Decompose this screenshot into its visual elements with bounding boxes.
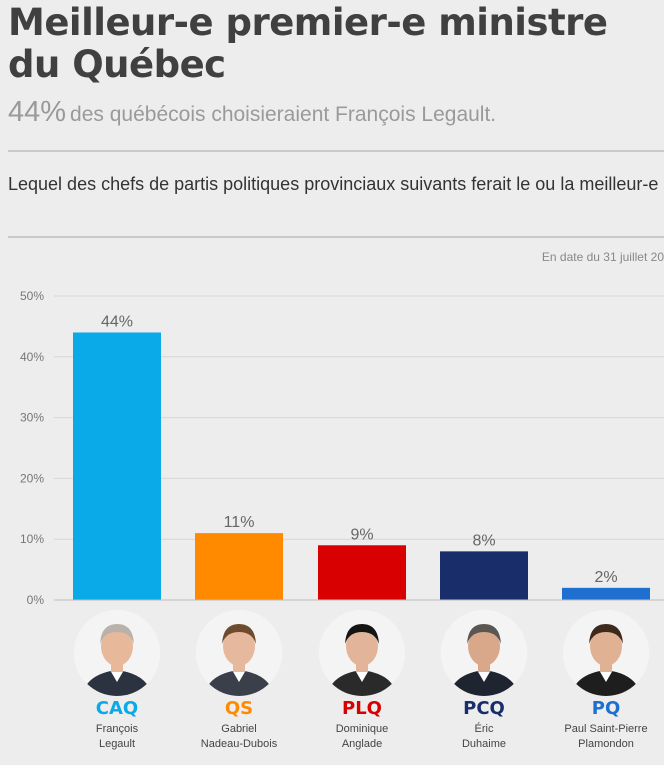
portrait-icon (563, 610, 649, 696)
y-tick-label: 30% (20, 411, 44, 425)
data-label: 2% (594, 569, 617, 586)
bar-pcq (440, 551, 528, 600)
portrait-icon (196, 610, 282, 696)
data-label: 8% (472, 532, 495, 549)
bar-plq (318, 545, 406, 600)
y-tick-label: 10% (20, 532, 44, 546)
data-label: 11% (224, 514, 255, 531)
subtitle: 44% des québécois choisieraient François … (8, 96, 496, 129)
leader-name: Éric Duhaime (461, 723, 507, 750)
bar-qs (195, 533, 283, 600)
data-label: 9% (350, 526, 373, 543)
party-label-qs: QS (224, 698, 254, 719)
party-label-pcq: PCQ (463, 698, 505, 719)
party-label-caq: CAQ (95, 698, 139, 719)
leader-name: Gabriel Nadeau-Dubois (200, 723, 278, 750)
leader-name: Paul Saint-Pierre Plamondon (564, 723, 648, 750)
portrait-icon (441, 610, 527, 696)
divider (8, 150, 664, 152)
page-title: Meilleur-e premier-e ministre du Québec (8, 1, 608, 86)
portrait-icon (319, 610, 405, 696)
subtitle-text: des québécois choisieraient François Leg… (70, 103, 497, 126)
bar-caq (73, 332, 161, 600)
date-note: En date du 31 juillet 20 (541, 250, 664, 264)
portrait-icon (74, 610, 160, 696)
subtitle-value: 44% (8, 96, 67, 128)
leader-name: François Legault (95, 723, 139, 750)
bar-pq (562, 587, 650, 600)
y-tick-label: 20% (20, 471, 44, 485)
data-label: 44% (101, 313, 133, 330)
divider (8, 236, 664, 238)
y-tick-label: 40% (20, 350, 44, 364)
party-label-pq: PQ (591, 698, 621, 719)
y-tick-label: 50% (20, 289, 44, 303)
y-tick-label: 0% (27, 593, 45, 607)
leader-name: Dominique Anglade (335, 723, 389, 750)
question-text: Lequel des chefs de partis politiques pr… (8, 174, 658, 194)
bar-chart: 0% 10% 20% 30% 40% 50% 44% 11% 9% 8% 2% (20, 289, 664, 607)
party-label-plq: PLQ (342, 698, 382, 719)
